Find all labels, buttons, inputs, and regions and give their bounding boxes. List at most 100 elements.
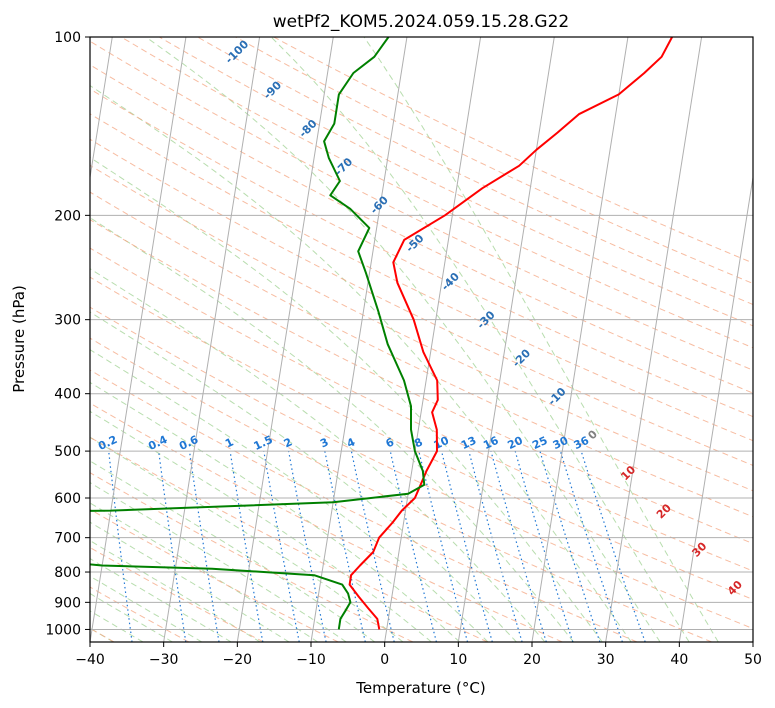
moist-adiabat-line [90, 557, 232, 642]
x-axis-ticks: −40 −30 −20 −10 0 10 20 30 40 50 [75, 642, 762, 668]
dry-adiabat-line [90, 64, 753, 394]
mixing-ratio-line [263, 450, 300, 642]
isotherm-gridline [457, 37, 555, 642]
skewed-isotherm-grid [90, 37, 753, 642]
moist-adiabat-line [90, 436, 404, 642]
dry-adiabat-line [273, 37, 753, 264]
dry-adiabat-line [90, 436, 488, 642]
moist-adiabat-line [90, 156, 603, 642]
moist-adiabat-line [90, 575, 203, 642]
x-tick-label: 40 [670, 652, 688, 668]
moist-adiabat-line [90, 381, 461, 642]
profile-lines [90, 37, 673, 630]
dry-adiabat-line [90, 40, 753, 371]
y-tick-label: 200 [54, 208, 81, 224]
x-tick-label: −10 [296, 652, 326, 668]
moist-adiabat-line [145, 37, 661, 642]
mixing-ratio-line [188, 451, 220, 642]
moist-adiabats [90, 37, 719, 642]
moist-adiabat-line [90, 84, 632, 642]
moist-adiabat-line [90, 268, 546, 642]
mixing-ratio-line [468, 450, 523, 642]
dry-adiabat-line [90, 369, 638, 642]
y-axis-label: Pressure (hPa) [10, 285, 28, 393]
moist-adiabat-line [90, 592, 173, 642]
mixing-ratio-line [350, 450, 395, 642]
dry-adiabat-line [197, 37, 753, 306]
moist-adiabat-line [90, 349, 489, 642]
isotherm-gridline [90, 37, 113, 181]
moist-adiabat-line [90, 540, 261, 642]
mixing-ratio-label: 30 [551, 434, 571, 452]
mixing-ratio-lines [108, 450, 646, 642]
mixing-ratio-line [288, 450, 327, 642]
dry-adiabat-line [90, 337, 712, 642]
dry-adiabats [90, 37, 753, 642]
x-tick-label: 0 [380, 652, 389, 668]
x-tick-label: −40 [75, 652, 105, 668]
dry-adiabat-line [90, 247, 753, 572]
y-tick-label: 900 [54, 595, 81, 611]
dry-adiabat-line [120, 37, 753, 349]
x-tick-label: 30 [597, 652, 615, 668]
mixing-ratio-line [490, 450, 547, 642]
mixing-ratio-line [108, 451, 133, 642]
dry-adiabat-line [90, 219, 753, 545]
dry-adiabat-line [159, 37, 753, 327]
mixing-ratio-label: 36 [572, 434, 592, 452]
mixing-ratio-line [389, 450, 437, 642]
isotherm-gridline [531, 37, 629, 642]
isotherm-gridline [163, 37, 261, 642]
y-tick-label: 800 [54, 565, 81, 581]
mixing-ratio-line [539, 450, 601, 642]
mixing-ratio-line [229, 451, 264, 642]
x-tick-label: −30 [149, 652, 179, 668]
mixing-ratio-line [418, 450, 469, 642]
mixing-ratio-line [324, 450, 366, 642]
x-tick-label: 20 [523, 652, 541, 668]
isobar-grid [90, 37, 753, 630]
y-tick-label: 400 [54, 387, 81, 403]
moist-adiabat-line [90, 460, 376, 642]
x-axis-label: Temperature (°C) [355, 679, 485, 697]
dry-adiabat-line [90, 306, 753, 630]
plot-area: -100-90-80-70-60-50-40-30-20-10010203040… [90, 37, 753, 642]
moist-adiabat-line [363, 37, 719, 642]
isotherm-gridline [236, 37, 334, 642]
mixing-ratio-label: 13 [459, 434, 478, 452]
dry-adiabat-line [235, 37, 753, 285]
plot-frame [89, 36, 754, 643]
x-tick-label: 10 [449, 652, 467, 668]
isotherm-gridline [90, 37, 187, 642]
y-tick-label: 100 [54, 30, 81, 46]
dewpoint-profile-line [90, 37, 426, 630]
isotherm-gridline [678, 174, 753, 642]
mixing-ratio-label: 25 [530, 434, 549, 452]
y-tick-label: 1000 [45, 622, 81, 638]
isotherm-gridline [384, 37, 482, 642]
mixing-ratio-line [158, 451, 187, 642]
mixing-ratio-line [514, 450, 574, 642]
y-tick-label: 600 [54, 491, 81, 507]
moist-adiabat-line [270, 37, 690, 642]
dry-adiabat-line [90, 472, 414, 642]
y-tick-label: 700 [54, 531, 81, 547]
x-tick-label: −20 [223, 652, 253, 668]
isotherm-gridline [605, 37, 703, 642]
mixing-ratio-line [559, 450, 623, 642]
moist-adiabat-line [90, 521, 290, 642]
moist-adiabat-line [90, 217, 574, 642]
y-tick-label: 300 [54, 313, 81, 329]
mixing-ratio-label: 20 [506, 434, 526, 452]
moist-adiabat-line [90, 481, 347, 642]
y-tick-label: 500 [54, 444, 81, 460]
temperature-profile-line [348, 37, 673, 630]
isotherm-gridline [310, 37, 408, 642]
dry-adiabat-line [90, 88, 753, 418]
x-tick-label: 50 [744, 652, 762, 668]
chart-title: wetPf2_KOM5.2024.059.15.28.G22 [273, 12, 569, 32]
dry-adiabat-line [90, 113, 753, 442]
y-axis-ticks: 100 200 300 400 500 600 700 800 900 1000 [45, 30, 90, 638]
mixing-ratio-label: 16 [481, 434, 501, 452]
